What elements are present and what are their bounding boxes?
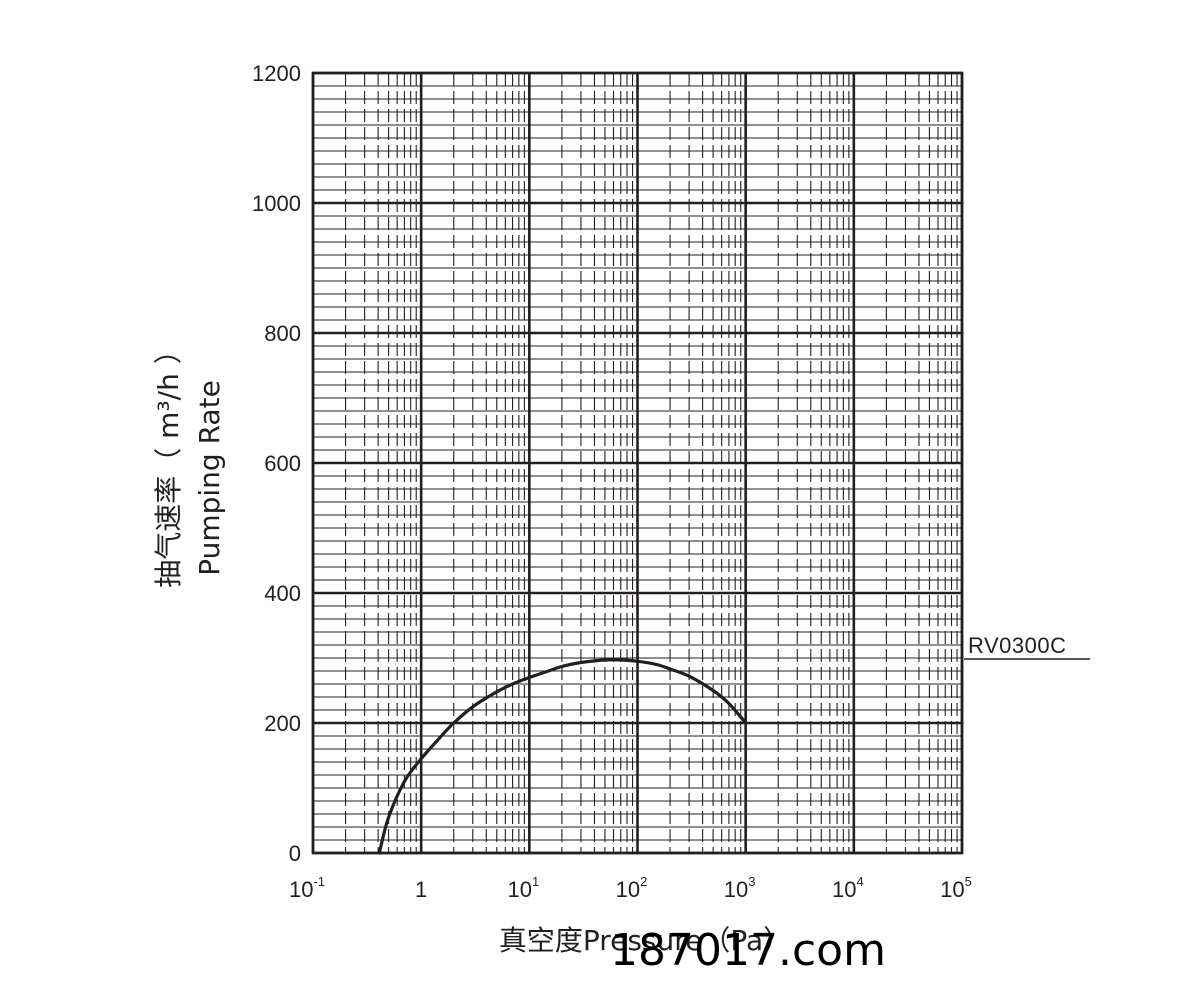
series-curve-rv0300c — [377, 658, 748, 855]
plot-border — [311, 71, 964, 855]
x-tick-label: 10-1 — [289, 874, 325, 902]
grid — [311, 71, 964, 855]
y-tick-label: 600 — [264, 451, 301, 476]
x-tick-label: 105 — [940, 874, 972, 902]
x-tick-label: 101 — [507, 874, 539, 902]
tick-labels: 0 200 400 600 800 1000 1200 10-1 1 101 102 103 104 10… — [252, 61, 972, 902]
x-tick-label: 104 — [832, 874, 864, 902]
watermark-text: 187017.com — [610, 925, 886, 976]
y-axis-title-en: Pumping Rate — [193, 380, 226, 576]
y-tick-label: 400 — [264, 581, 301, 606]
y-tick-label: 1200 — [252, 61, 301, 86]
y-axis-title-cn: 抽气速率（ m³/h ） — [152, 336, 185, 587]
y-tick-label: 200 — [264, 711, 301, 736]
x-tick-label: 102 — [616, 874, 648, 902]
y-tick-label: 1000 — [252, 191, 301, 216]
y-tick-label: 0 — [289, 841, 301, 866]
series-label: RV0300C — [968, 633, 1067, 658]
x-tick-label: 1 — [415, 877, 427, 902]
x-axis-title: 真空度Pressure（Pa） — [499, 924, 791, 957]
x-tick-label: 103 — [724, 874, 756, 902]
series — [377, 658, 748, 855]
y-tick-label: 800 — [264, 321, 301, 346]
